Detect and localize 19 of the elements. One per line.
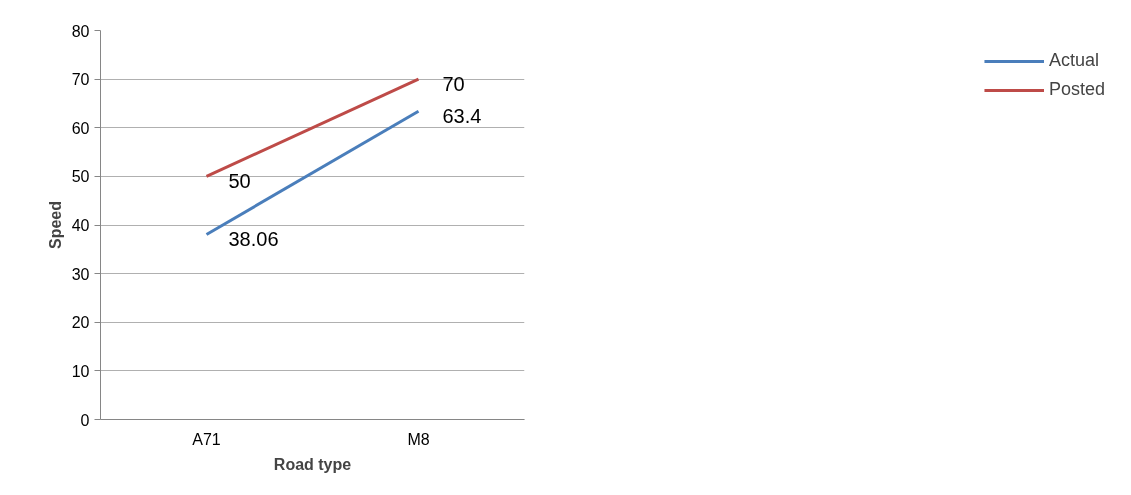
y-tick-label: 60 [71,119,90,137]
y-tick-label: 30 [71,265,90,283]
y-tick-label: 10 [71,362,90,380]
y-tick-label: 40 [71,217,90,234]
data-label: 70 [442,73,465,96]
data-label: 38.06 [228,228,279,251]
x-axis-title: Road type [273,455,352,473]
y-tick-label: 20 [71,314,90,332]
data-label: 63.4 [442,105,482,128]
y-tick-label: 80 [71,22,90,40]
data-label: 50 [228,170,251,193]
y-tick-label: 50 [71,168,90,186]
legend-label: Posted [1048,79,1105,100]
y-tick-label: 70 [71,71,90,89]
y-axis-title: Speed [46,200,64,250]
x-tick-label: M8 [407,430,430,448]
legend-label: Actual [1048,50,1099,71]
y-tick-label: 0 [80,411,90,429]
x-tick-label: A71 [192,430,221,448]
